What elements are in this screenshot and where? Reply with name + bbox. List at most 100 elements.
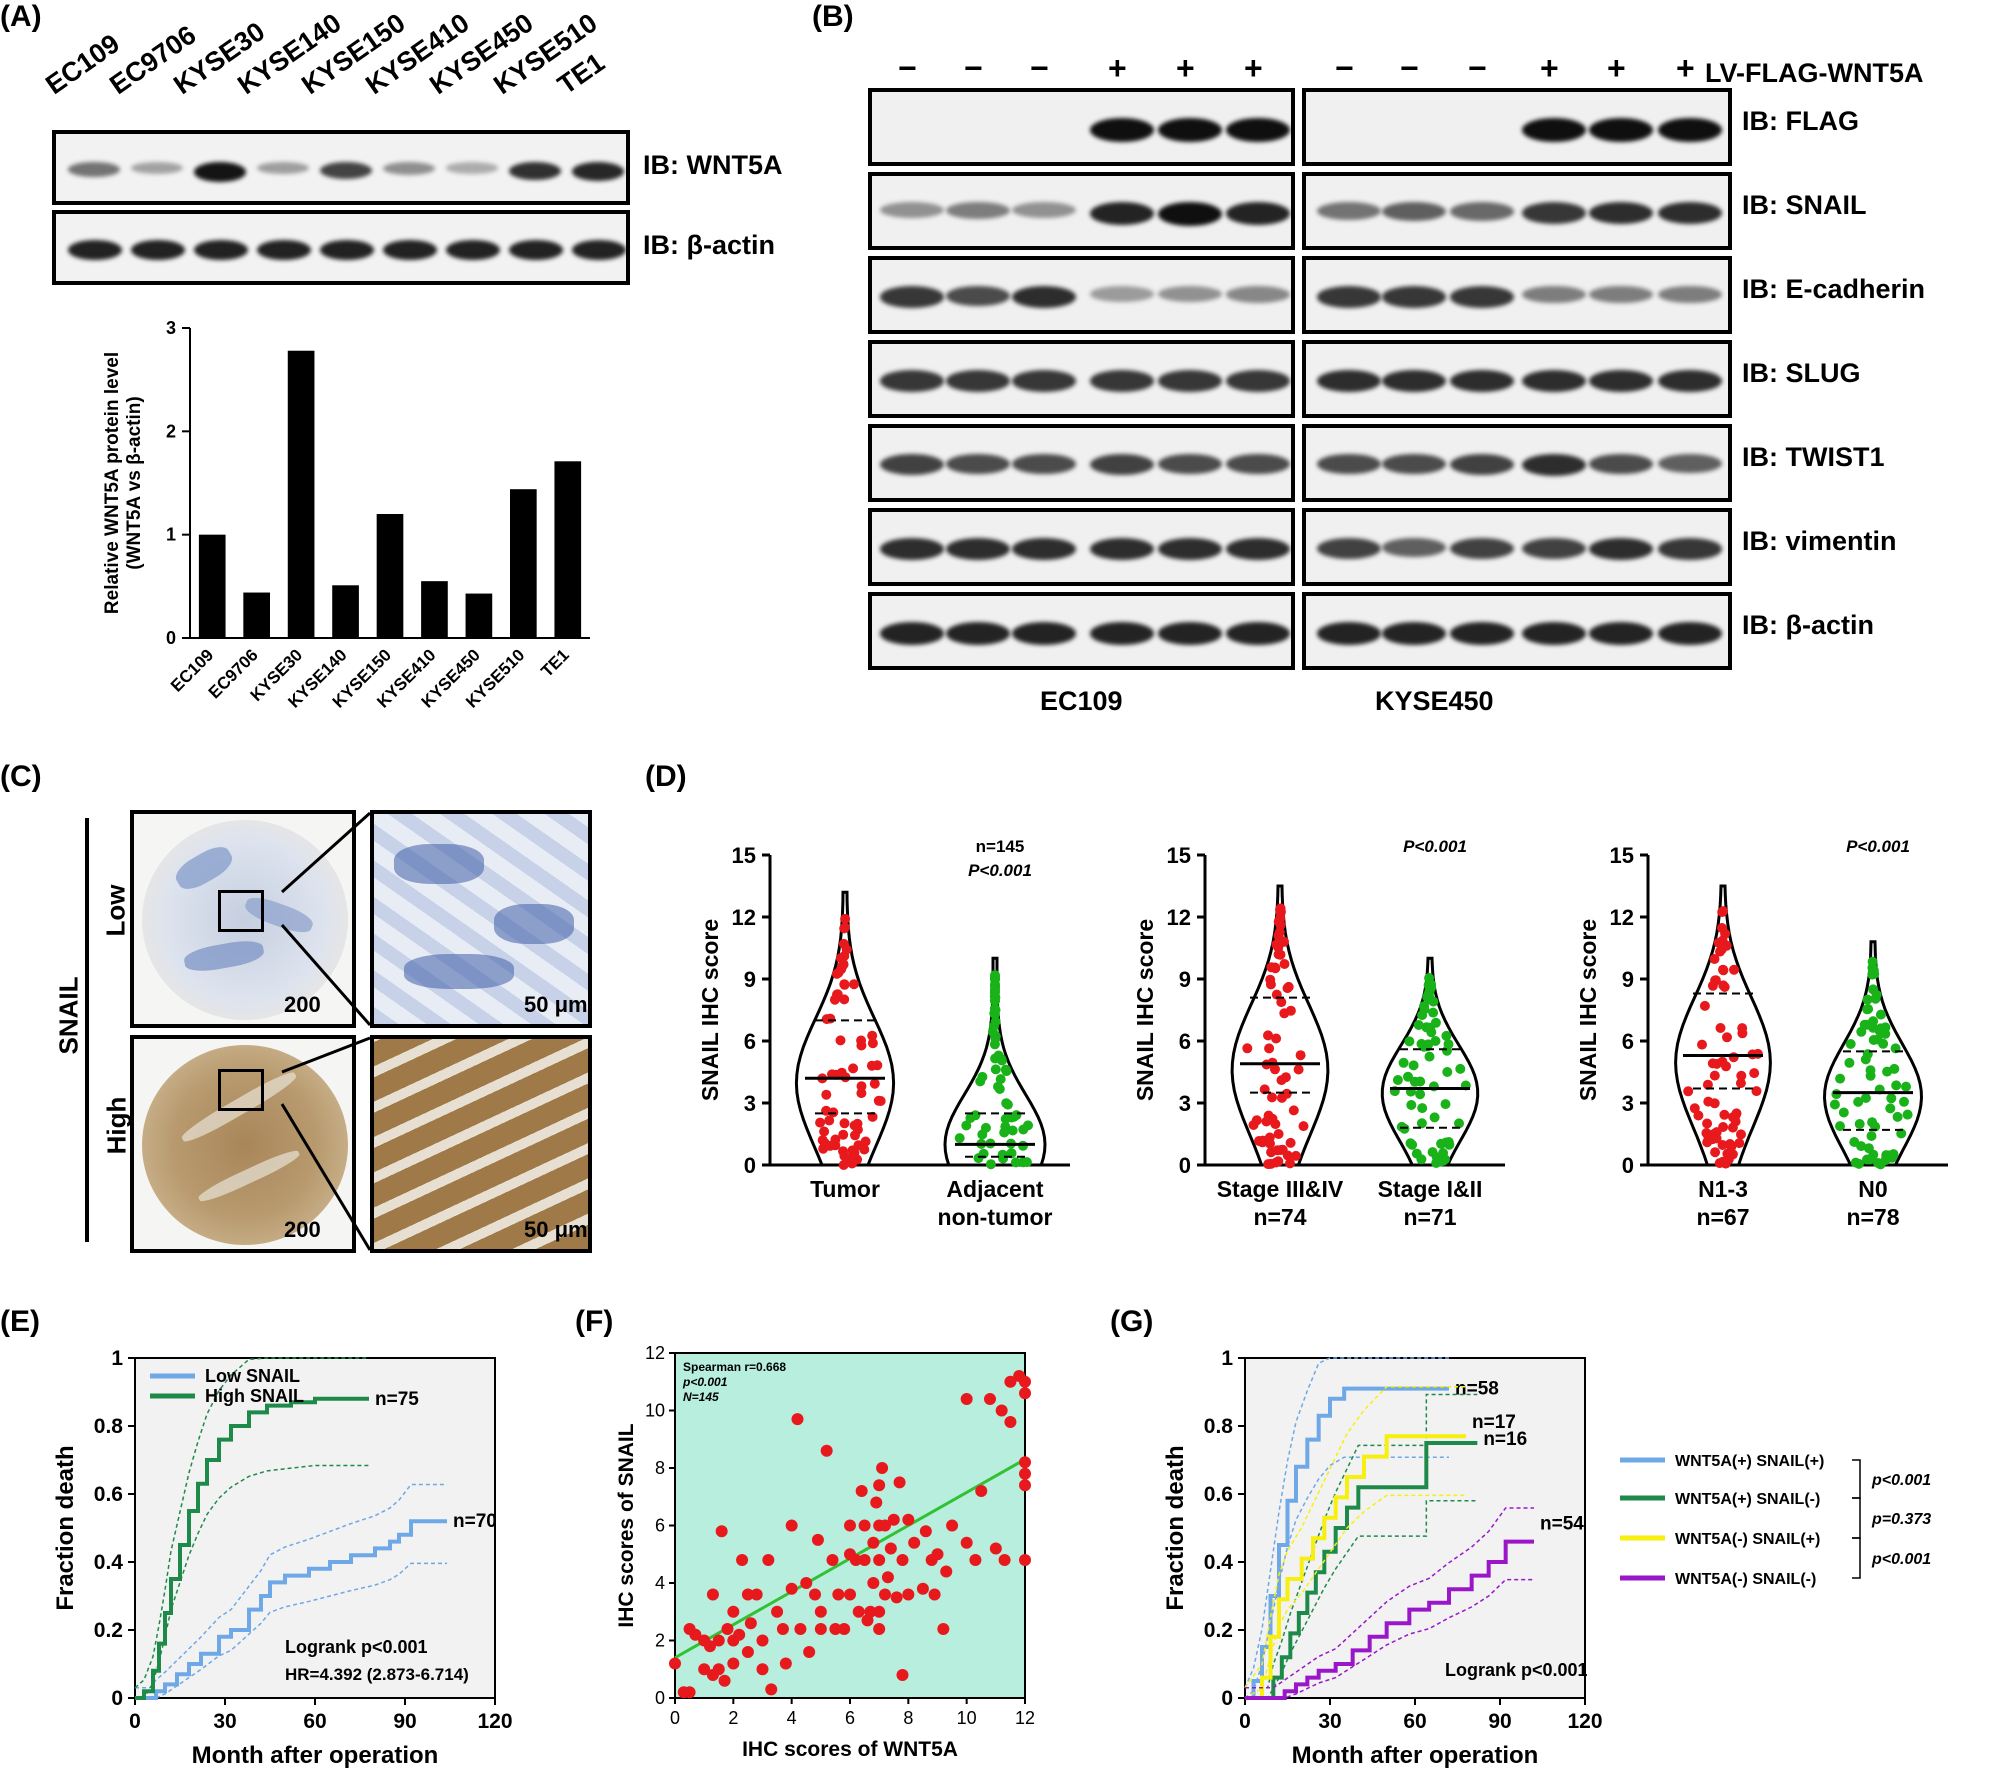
data-point bbox=[995, 1074, 1006, 1085]
data-point bbox=[873, 1605, 886, 1618]
snail-row-line bbox=[85, 818, 89, 1242]
treatment-sign: + bbox=[1176, 50, 1195, 86]
data-point bbox=[756, 1634, 769, 1647]
blot-band bbox=[1450, 286, 1514, 308]
data-point bbox=[852, 1605, 865, 1618]
wnt5a-band bbox=[194, 162, 246, 182]
data-point bbox=[821, 1089, 832, 1100]
data-point bbox=[1892, 1111, 1903, 1122]
data-point bbox=[839, 1151, 850, 1161]
data-point bbox=[1416, 1038, 1427, 1049]
data-point bbox=[1715, 1023, 1726, 1033]
data-point bbox=[946, 1519, 959, 1532]
wnt5a-band bbox=[383, 162, 435, 175]
blot-label-wnt5a: IB: WNT5A bbox=[643, 150, 783, 180]
ihc-high-overview: 200 μm bbox=[130, 1035, 356, 1253]
bar bbox=[198, 534, 226, 638]
data-point bbox=[1709, 954, 1720, 964]
group-label-ec109: EC109 bbox=[1040, 686, 1123, 716]
blot-band bbox=[880, 202, 944, 219]
blot-band bbox=[1589, 202, 1653, 225]
wnt5a-bar-chart: 0123EC109EC9706KYSE30KYSE140KYSE150KYSE4… bbox=[102, 318, 590, 712]
blot-band bbox=[1317, 454, 1381, 475]
data-point bbox=[928, 1588, 941, 1601]
blot-band bbox=[1012, 202, 1076, 219]
data-point bbox=[1868, 1016, 1879, 1027]
x-tick-label: Tumor bbox=[810, 1176, 880, 1202]
y-tick-label: 3 bbox=[166, 318, 176, 338]
data-point bbox=[838, 1623, 851, 1635]
x-tick-label: 0 bbox=[670, 1708, 680, 1728]
data-point bbox=[744, 1617, 757, 1630]
data-point bbox=[893, 1476, 906, 1489]
data-point bbox=[1428, 1007, 1439, 1018]
y-tick-label: 0.2 bbox=[94, 1619, 123, 1642]
y-tick-label: 3 bbox=[1622, 1091, 1634, 1116]
blot-label: IB: TWIST1 bbox=[1742, 442, 1885, 472]
x-tick-label: Stage III&IV bbox=[1217, 1176, 1344, 1202]
data-point bbox=[1751, 1086, 1762, 1097]
data-point bbox=[1699, 1000, 1710, 1011]
data-point bbox=[1408, 1060, 1419, 1071]
x-tick-label: 4 bbox=[787, 1708, 797, 1728]
data-point bbox=[844, 1519, 856, 1532]
data-point bbox=[785, 1519, 798, 1532]
blot-band bbox=[1317, 202, 1381, 220]
data-point bbox=[756, 1663, 769, 1676]
data-point bbox=[814, 1623, 827, 1635]
data-point bbox=[873, 1554, 886, 1566]
data-point bbox=[1442, 1067, 1453, 1077]
data-point bbox=[1702, 1118, 1713, 1129]
x-tick-label: 12 bbox=[1015, 1708, 1035, 1728]
blot-strip-kyse450 bbox=[1302, 592, 1732, 670]
blot-band bbox=[880, 286, 944, 308]
data-point bbox=[977, 1071, 988, 1082]
violin-stage: 0 3 6 9 12 15 SNAIL IHC score Stage III&IVn=74 S… bbox=[1132, 837, 1505, 1230]
blot-band bbox=[1226, 370, 1290, 392]
data-point bbox=[1285, 1158, 1295, 1169]
panel-label-e: (E) bbox=[0, 1305, 40, 1338]
blot-band bbox=[1658, 538, 1722, 560]
data-point bbox=[996, 1054, 1007, 1064]
x-tick-label: 8 bbox=[903, 1708, 913, 1728]
data-point bbox=[858, 1554, 871, 1566]
y-tick-label: 6 bbox=[655, 1516, 665, 1536]
blot-band bbox=[1158, 538, 1222, 561]
annotation: P<0.001 bbox=[968, 861, 1032, 880]
data-point bbox=[1271, 1157, 1281, 1168]
x-tick-label: 90 bbox=[1488, 1710, 1511, 1733]
data-point bbox=[1899, 1096, 1909, 1107]
data-point bbox=[779, 1657, 792, 1670]
y-axis-title-line2: (WNT5A vs β-actin) bbox=[124, 396, 145, 569]
data-point bbox=[1295, 1050, 1306, 1061]
data-point bbox=[902, 1588, 915, 1601]
treatment-sign: − bbox=[898, 50, 917, 86]
confidence-band bbox=[1245, 1500, 1478, 1699]
data-point bbox=[669, 1657, 681, 1670]
x-tick-label: 60 bbox=[1403, 1710, 1426, 1733]
data-point bbox=[1019, 1375, 1031, 1388]
data-point bbox=[1443, 1137, 1454, 1147]
data-point bbox=[908, 1536, 921, 1549]
violin-outline bbox=[1380, 956, 1480, 1167]
data-point bbox=[1838, 1107, 1849, 1118]
annotation: P<0.001 bbox=[1403, 837, 1467, 856]
data-point bbox=[1004, 1416, 1017, 1428]
y-tick-label: 0 bbox=[111, 1687, 123, 1710]
y-axis-title: Fraction death bbox=[1162, 1445, 1189, 1610]
blot-band bbox=[1382, 538, 1446, 558]
blot-band bbox=[1658, 454, 1722, 474]
y-tick-label: 1 bbox=[1221, 1347, 1233, 1370]
data-point bbox=[839, 923, 850, 934]
blot-band bbox=[1226, 538, 1290, 561]
data-point bbox=[1406, 1100, 1417, 1110]
blot-band bbox=[1158, 370, 1222, 392]
bar bbox=[243, 592, 270, 638]
data-point bbox=[896, 1669, 909, 1681]
data-point bbox=[867, 1577, 880, 1589]
violin-outline bbox=[1674, 884, 1772, 1167]
panel-label-a: (A) bbox=[0, 0, 42, 33]
y-tick-label: 4 bbox=[655, 1573, 665, 1593]
data-point bbox=[733, 1628, 746, 1641]
data-point bbox=[1729, 964, 1739, 975]
